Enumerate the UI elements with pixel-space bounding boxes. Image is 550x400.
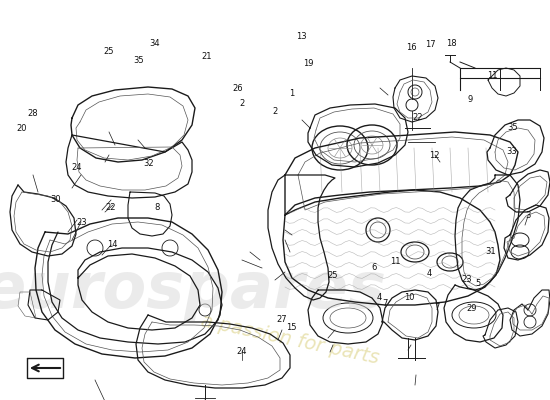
Text: 23: 23 <box>461 275 472 284</box>
Text: 1: 1 <box>289 90 294 98</box>
Text: 4: 4 <box>377 294 382 302</box>
Text: 24: 24 <box>236 347 248 356</box>
Text: 2: 2 <box>272 108 278 116</box>
Text: 9: 9 <box>468 95 473 104</box>
Text: 29: 29 <box>466 304 477 313</box>
Text: 3: 3 <box>525 212 531 220</box>
Text: 26: 26 <box>232 84 243 93</box>
Text: 23: 23 <box>76 218 87 226</box>
Text: 20: 20 <box>16 124 28 133</box>
Text: 14: 14 <box>107 240 118 249</box>
Text: 11: 11 <box>389 258 400 266</box>
Text: 16: 16 <box>406 44 417 52</box>
Text: 31: 31 <box>485 247 496 256</box>
Text: 4: 4 <box>426 270 432 278</box>
Text: 18: 18 <box>446 39 456 48</box>
Text: 7: 7 <box>382 299 388 308</box>
Text: 24: 24 <box>72 163 82 172</box>
Text: 30: 30 <box>51 196 62 204</box>
Text: 13: 13 <box>296 32 307 41</box>
Text: 5: 5 <box>476 280 481 288</box>
Text: 7: 7 <box>434 303 440 312</box>
Text: 6: 6 <box>371 264 377 272</box>
Text: 25: 25 <box>103 47 114 56</box>
Text: 10: 10 <box>404 294 415 302</box>
Text: 2: 2 <box>239 100 245 108</box>
Text: 11: 11 <box>487 71 498 80</box>
Text: 25: 25 <box>327 271 338 280</box>
Text: 34: 34 <box>150 39 161 48</box>
Text: 35: 35 <box>507 123 518 132</box>
Text: 15: 15 <box>286 324 297 332</box>
Text: 35: 35 <box>133 56 144 65</box>
Text: 19: 19 <box>302 59 313 68</box>
Text: 12: 12 <box>429 152 440 160</box>
Text: 28: 28 <box>28 110 38 118</box>
Text: 17: 17 <box>425 40 436 49</box>
Text: 21: 21 <box>201 52 212 61</box>
Text: 22: 22 <box>412 114 424 122</box>
Text: eurospares: eurospares <box>0 259 387 321</box>
Text: a passion for parts: a passion for parts <box>199 312 381 368</box>
Text: 33: 33 <box>506 148 517 156</box>
Text: 27: 27 <box>276 316 287 324</box>
Text: 8: 8 <box>154 204 160 212</box>
Text: 22: 22 <box>106 203 117 212</box>
Text: 32: 32 <box>143 159 154 168</box>
